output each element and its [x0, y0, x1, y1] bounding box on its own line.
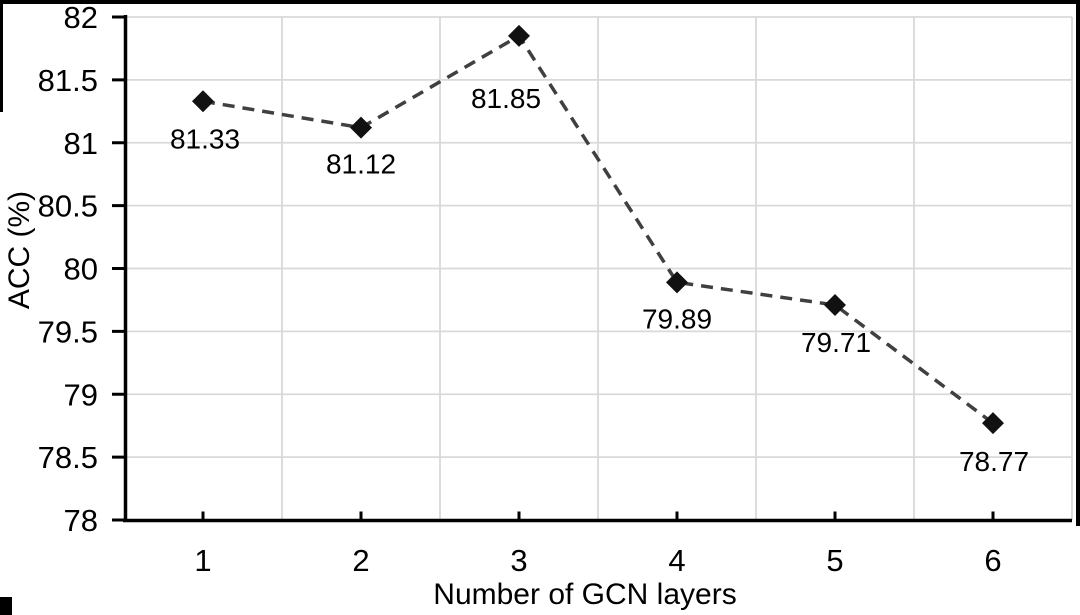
y-tick-label: 80.5	[38, 189, 98, 224]
frame-border-top	[0, 0, 1080, 4]
data-point-marker	[192, 90, 214, 113]
data-point-label: 78.77	[959, 446, 1029, 477]
data-point-label: 79.89	[642, 303, 712, 334]
y-tick-label: 81	[64, 126, 98, 161]
data-point-label: 79.71	[801, 327, 871, 358]
y-tick-label: 78.5	[38, 440, 98, 475]
frame-border-right	[1076, 0, 1080, 526]
x-tick-label: 4	[668, 543, 685, 578]
y-tick-label: 79	[64, 377, 98, 412]
y-tick-label: 79.5	[38, 314, 98, 349]
y-tick-label: 78	[64, 503, 98, 538]
x-tick-label: 1	[194, 543, 211, 578]
y-axis-title: ACC (%)	[3, 190, 36, 310]
data-point-label: 81.85	[471, 83, 541, 114]
data-point-label: 81.12	[326, 149, 396, 180]
data-point-label: 81.33	[170, 123, 240, 154]
y-tick-label: 81.5	[38, 63, 98, 98]
series-line	[202, 33, 995, 425]
y-tick-label: 80	[64, 252, 98, 287]
x-tick-label: 6	[984, 543, 1001, 578]
data-point-marker	[666, 271, 688, 294]
frame-border-left	[0, 0, 3, 112]
x-tick-label: 2	[352, 543, 369, 578]
frame-corner-fragment	[0, 597, 12, 615]
data-point-marker	[982, 412, 1004, 435]
x-axis-title: Number of GCN layers	[433, 578, 737, 611]
data-point-marker	[350, 116, 372, 139]
data-point-marker	[508, 24, 530, 47]
x-tick-label: 3	[510, 543, 527, 578]
x-tick-label: 5	[826, 543, 843, 578]
y-tick-label: 82	[64, 0, 98, 35]
data-point-marker	[824, 293, 846, 316]
